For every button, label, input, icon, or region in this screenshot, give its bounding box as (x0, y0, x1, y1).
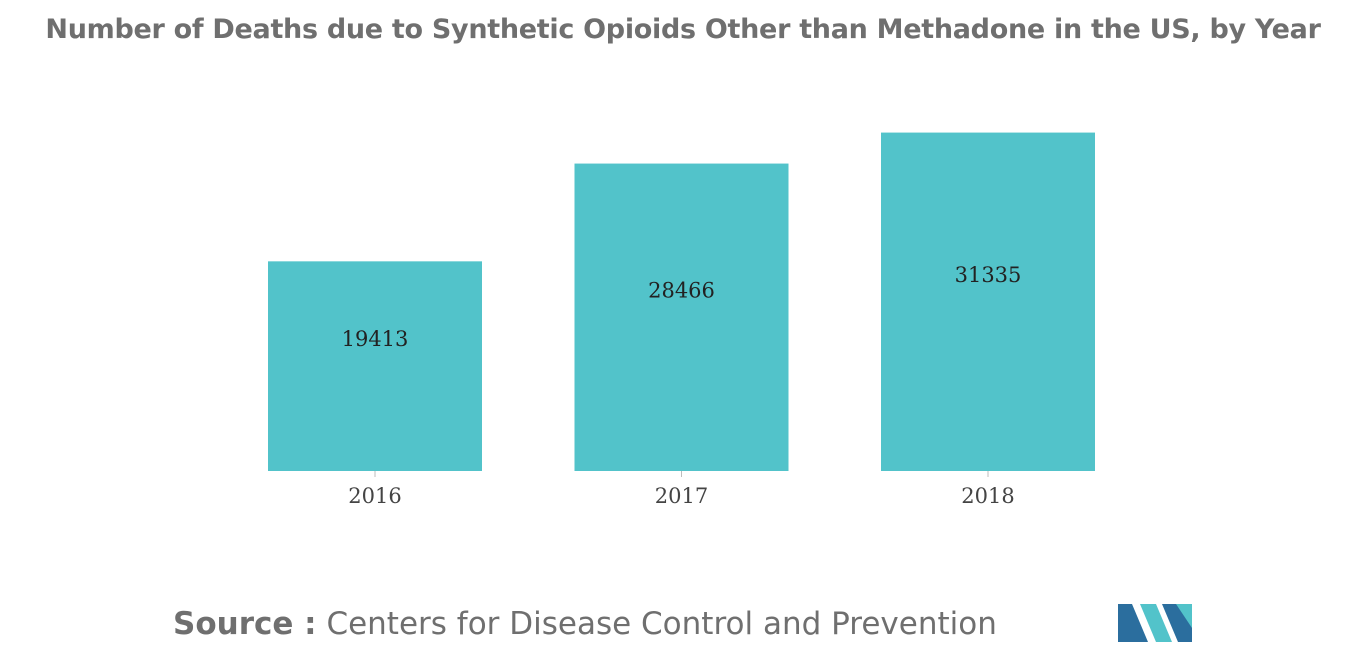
source-note: Source : Centers for Disease Control and… (173, 606, 997, 642)
data-label-2018: 31335 (955, 263, 1022, 287)
data-label-2017: 28466 (648, 278, 715, 302)
source-text: Centers for Disease Control and Preventi… (326, 606, 997, 642)
x-tick-label-2017: 2017 (655, 484, 708, 508)
logo-right-accent (1176, 604, 1192, 628)
data-label-2016: 19413 (342, 327, 409, 351)
logo-middle-shape (1140, 604, 1172, 642)
mordor-logo-icon (1118, 604, 1192, 642)
logo-left-shape (1118, 604, 1148, 642)
bar-chart: 19413 2016 28466 2017 31335 2018 (268, 132, 1095, 508)
source-label: Source : (173, 606, 317, 642)
bar-2018 (881, 132, 1095, 471)
x-tick-label-2016: 2016 (348, 484, 401, 508)
bar-2016 (268, 261, 482, 471)
x-tick-label-2018: 2018 (961, 484, 1014, 508)
bar-2017 (574, 163, 789, 471)
chart-title: Number of Deaths due to Synthetic Opioid… (45, 14, 1321, 45)
